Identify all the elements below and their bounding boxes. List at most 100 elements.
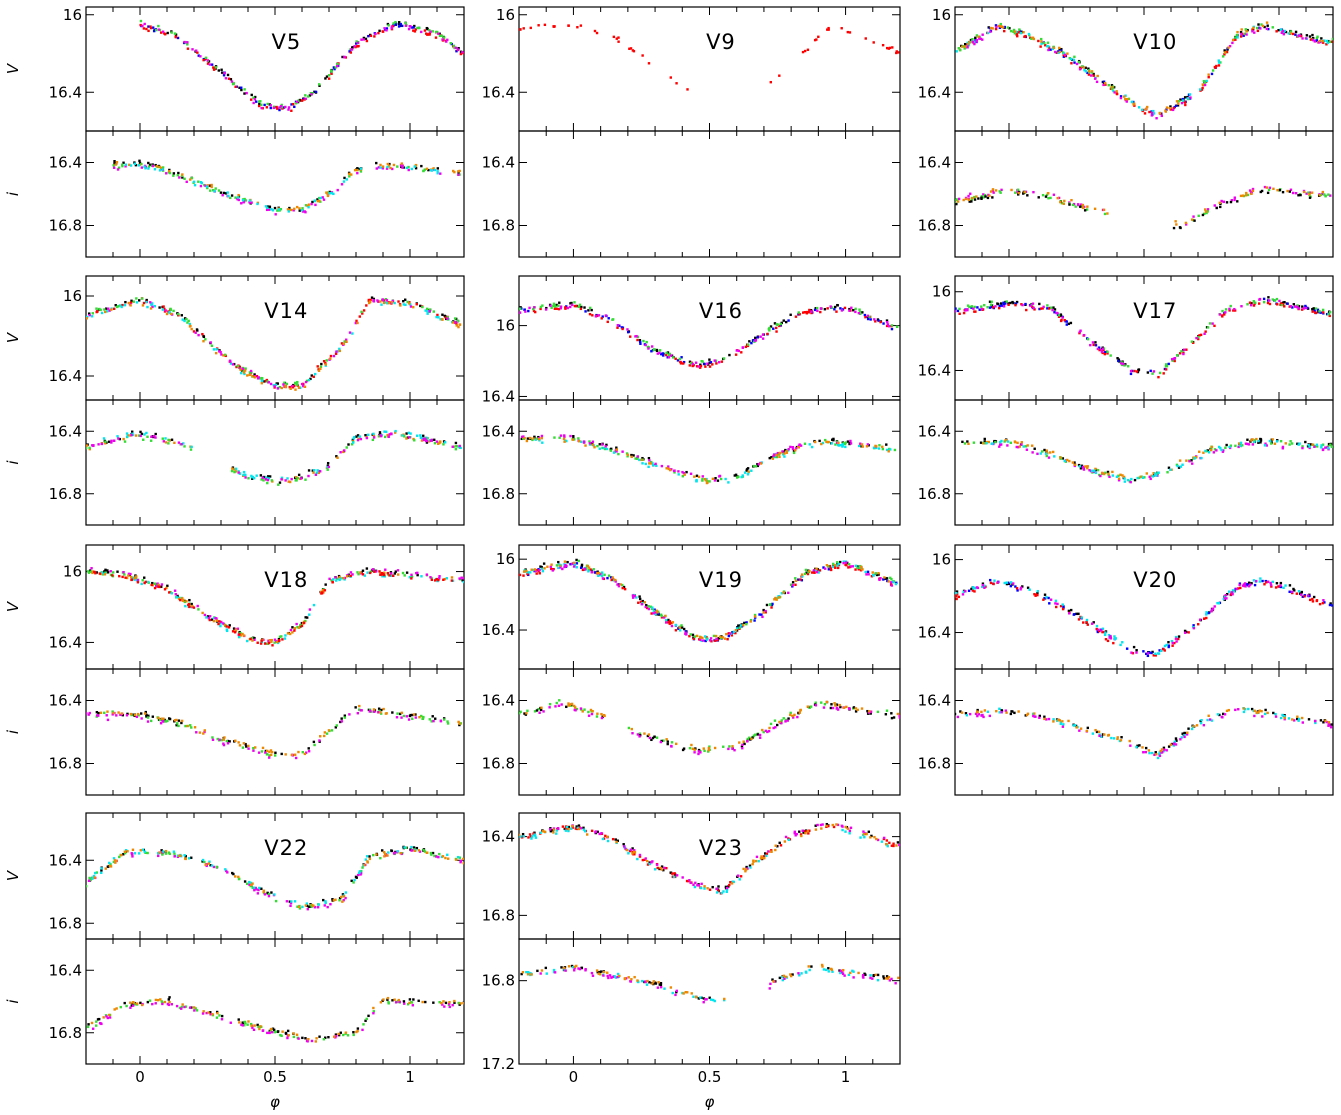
data-point xyxy=(829,706,833,710)
data-point xyxy=(1016,589,1019,592)
data-point xyxy=(120,305,123,309)
data-point xyxy=(647,465,650,469)
data-point xyxy=(794,583,797,586)
data-point xyxy=(567,704,570,707)
data-point xyxy=(293,207,296,211)
data-point xyxy=(420,30,423,34)
data-point xyxy=(854,564,858,568)
data-point xyxy=(1275,297,1279,301)
data-point xyxy=(1261,579,1264,583)
data-point xyxy=(1078,465,1082,468)
data-point xyxy=(847,707,851,710)
data-point xyxy=(207,617,211,620)
data-point xyxy=(222,191,226,195)
data-point xyxy=(250,636,254,640)
data-point xyxy=(816,309,819,313)
data-point xyxy=(1094,471,1098,475)
data-point xyxy=(630,727,633,731)
data-point xyxy=(302,621,306,625)
data-point xyxy=(1202,451,1205,454)
data-point xyxy=(733,474,736,477)
data-point xyxy=(330,72,333,75)
data-point xyxy=(703,749,706,753)
data-point xyxy=(1315,599,1319,602)
data-point xyxy=(1171,644,1174,647)
data-point xyxy=(859,442,862,445)
data-point xyxy=(342,450,345,454)
data-point xyxy=(230,469,234,473)
data-point xyxy=(884,713,888,716)
data-point xyxy=(304,619,307,623)
data-point xyxy=(334,726,338,729)
data-point xyxy=(449,42,452,45)
data-point xyxy=(86,446,88,450)
data-point xyxy=(701,475,704,478)
data-point xyxy=(1115,90,1118,93)
data-point xyxy=(1087,70,1091,73)
data-point xyxy=(377,300,380,303)
data-point xyxy=(895,581,898,585)
data-point xyxy=(241,746,245,749)
data-point xyxy=(1016,190,1019,194)
data-point xyxy=(895,325,899,329)
data-point xyxy=(688,360,692,363)
data-point xyxy=(999,443,1002,446)
data-point xyxy=(143,581,146,585)
data-point xyxy=(957,595,961,599)
data-point xyxy=(1190,340,1194,343)
data-point xyxy=(587,710,590,714)
data-point xyxy=(228,624,231,627)
data-point xyxy=(1256,26,1259,30)
data-point xyxy=(866,709,869,713)
data-point xyxy=(1280,31,1283,34)
data-point xyxy=(274,751,277,754)
data-point xyxy=(1311,600,1315,603)
data-point xyxy=(1119,96,1123,100)
data-point xyxy=(621,583,624,587)
data-point xyxy=(166,719,169,723)
data-point xyxy=(203,613,207,617)
data-point xyxy=(741,474,744,477)
data-point xyxy=(798,711,801,714)
data-point xyxy=(160,583,164,586)
data-point xyxy=(438,32,441,35)
data-point xyxy=(1053,308,1057,311)
data-point xyxy=(1315,36,1319,40)
data-point xyxy=(1227,46,1230,49)
data-point xyxy=(454,448,458,451)
data-point xyxy=(162,717,165,720)
data-point xyxy=(885,46,889,50)
data-point xyxy=(214,187,217,190)
data-point xyxy=(428,29,431,32)
data-point xyxy=(1321,190,1325,194)
data-point xyxy=(567,702,570,705)
data-point xyxy=(647,607,651,611)
data-point xyxy=(181,318,184,321)
data-point xyxy=(438,575,441,578)
data-point xyxy=(1303,595,1306,598)
data-point xyxy=(351,46,354,49)
data-point xyxy=(187,603,190,607)
data-point xyxy=(98,572,102,575)
data-point xyxy=(711,477,715,481)
data-point xyxy=(580,305,583,309)
data-point xyxy=(1265,581,1268,584)
y-tick-label: 16.8 xyxy=(918,485,951,503)
data-point xyxy=(1223,595,1227,599)
data-point xyxy=(203,729,206,732)
data-point xyxy=(721,636,725,639)
data-point xyxy=(861,311,864,314)
data-point xyxy=(334,66,337,69)
data-point xyxy=(158,718,162,722)
data-point xyxy=(1175,100,1179,103)
data-point xyxy=(111,574,114,577)
data-point xyxy=(427,168,430,172)
data-point xyxy=(589,306,592,310)
data-point xyxy=(414,28,418,31)
star-label: V19 xyxy=(699,568,743,592)
data-point xyxy=(695,365,699,368)
data-point xyxy=(314,473,318,476)
data-point xyxy=(143,165,146,168)
data-point xyxy=(768,329,771,332)
data-point xyxy=(841,443,844,446)
